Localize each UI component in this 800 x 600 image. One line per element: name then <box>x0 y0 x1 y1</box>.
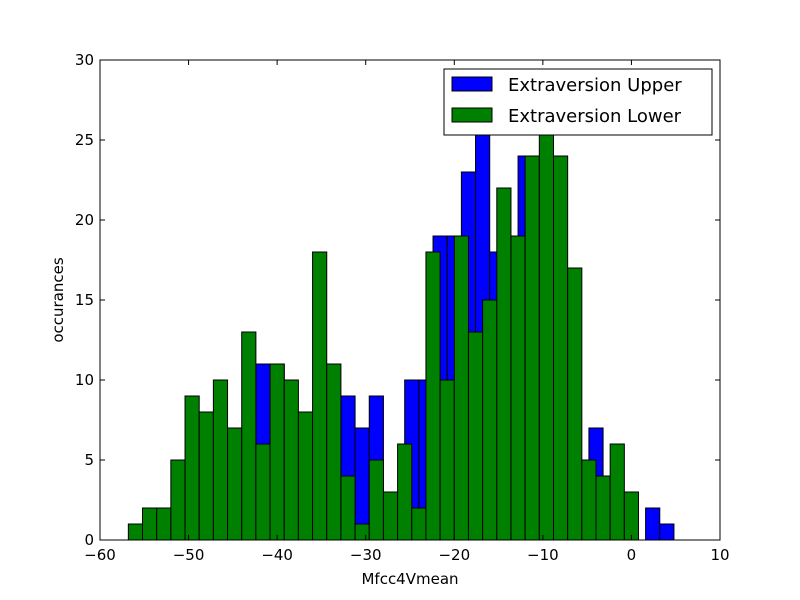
x-tick-label: −30 <box>350 546 382 564</box>
bar-upper-3 <box>354 427 370 541</box>
x-tick-label: −60 <box>84 546 116 564</box>
bar-lower-5 <box>198 411 214 541</box>
bar-lower-31 <box>567 267 583 541</box>
legend-label-lower: Extraversion Lower <box>508 106 682 127</box>
bar-lower-33 <box>595 475 611 541</box>
bar-lower-18 <box>382 491 399 541</box>
bar-lower-2 <box>156 507 172 541</box>
bar-lower-17 <box>368 459 384 541</box>
bar-upper-15 <box>659 523 675 541</box>
y-axis-label: occurances <box>49 257 67 343</box>
bar-lower-12 <box>297 411 314 541</box>
bar-lower-19 <box>397 443 413 541</box>
bar-lower-1 <box>142 507 158 541</box>
x-tick-label: −20 <box>438 546 470 564</box>
bar-lower-11 <box>283 379 299 541</box>
bar-lower-16 <box>354 523 370 541</box>
tick-labels: −60 −50 −40 −30 −20 −10 0 10 0 5 10 15 20 25 30 <box>75 51 730 564</box>
legend-label-upper: Extraversion Upper <box>508 75 682 96</box>
bar-lower-8 <box>241 331 257 541</box>
bar-lower-23 <box>453 235 469 541</box>
bar-lower-24 <box>467 331 484 541</box>
y-tick-label: 0 <box>84 531 94 549</box>
bar-lower-0 <box>127 523 144 541</box>
legend-swatch-upper <box>451 76 493 92</box>
y-tick-label: 15 <box>75 291 94 309</box>
y-tick-label: 30 <box>75 51 94 69</box>
y-tick-label: 25 <box>75 131 94 149</box>
bar-lower-28 <box>524 155 540 541</box>
bar-lower-34 <box>609 443 625 541</box>
bar-lower-26 <box>496 187 512 541</box>
bar-lower-25 <box>482 299 498 541</box>
legend: Extraversion Upper Extraversion Lower <box>443 68 713 136</box>
bar-lower-3 <box>170 459 186 541</box>
x-tick-label: −40 <box>261 546 293 564</box>
x-tick-label: −50 <box>173 546 205 564</box>
x-tick-label: 10 <box>710 546 729 564</box>
bar-lower-20 <box>411 507 427 541</box>
legend-swatch-lower <box>451 107 493 123</box>
bar-lower-14 <box>326 363 342 541</box>
bar-lower-35 <box>623 491 640 541</box>
bar-lower-9 <box>255 443 271 541</box>
y-tick-label: 20 <box>75 211 94 229</box>
bar-lower-27 <box>510 235 526 541</box>
bar-lower-6 <box>212 379 229 541</box>
x-tick-label: 0 <box>627 546 637 564</box>
bar-lower-21 <box>425 251 441 541</box>
x-axis-label: Mfcc4Vmean <box>361 570 458 588</box>
bar-lower-29 <box>538 123 554 541</box>
bar-lower-30 <box>552 155 569 541</box>
bar-lower-15 <box>340 475 356 541</box>
x-tick-label: −10 <box>527 546 559 564</box>
bar-lower-13 <box>312 251 328 541</box>
bar-lower-22 <box>439 379 455 541</box>
bar-lower-32 <box>581 459 597 541</box>
bar-upper-14 <box>645 507 661 541</box>
bar-lower-7 <box>227 427 243 541</box>
plot-frame <box>99 59 721 541</box>
bar-lower-10 <box>269 363 285 541</box>
bar-lower-4 <box>184 395 200 541</box>
y-tick-label: 10 <box>75 371 94 389</box>
y-tick-label: 5 <box>84 451 94 469</box>
